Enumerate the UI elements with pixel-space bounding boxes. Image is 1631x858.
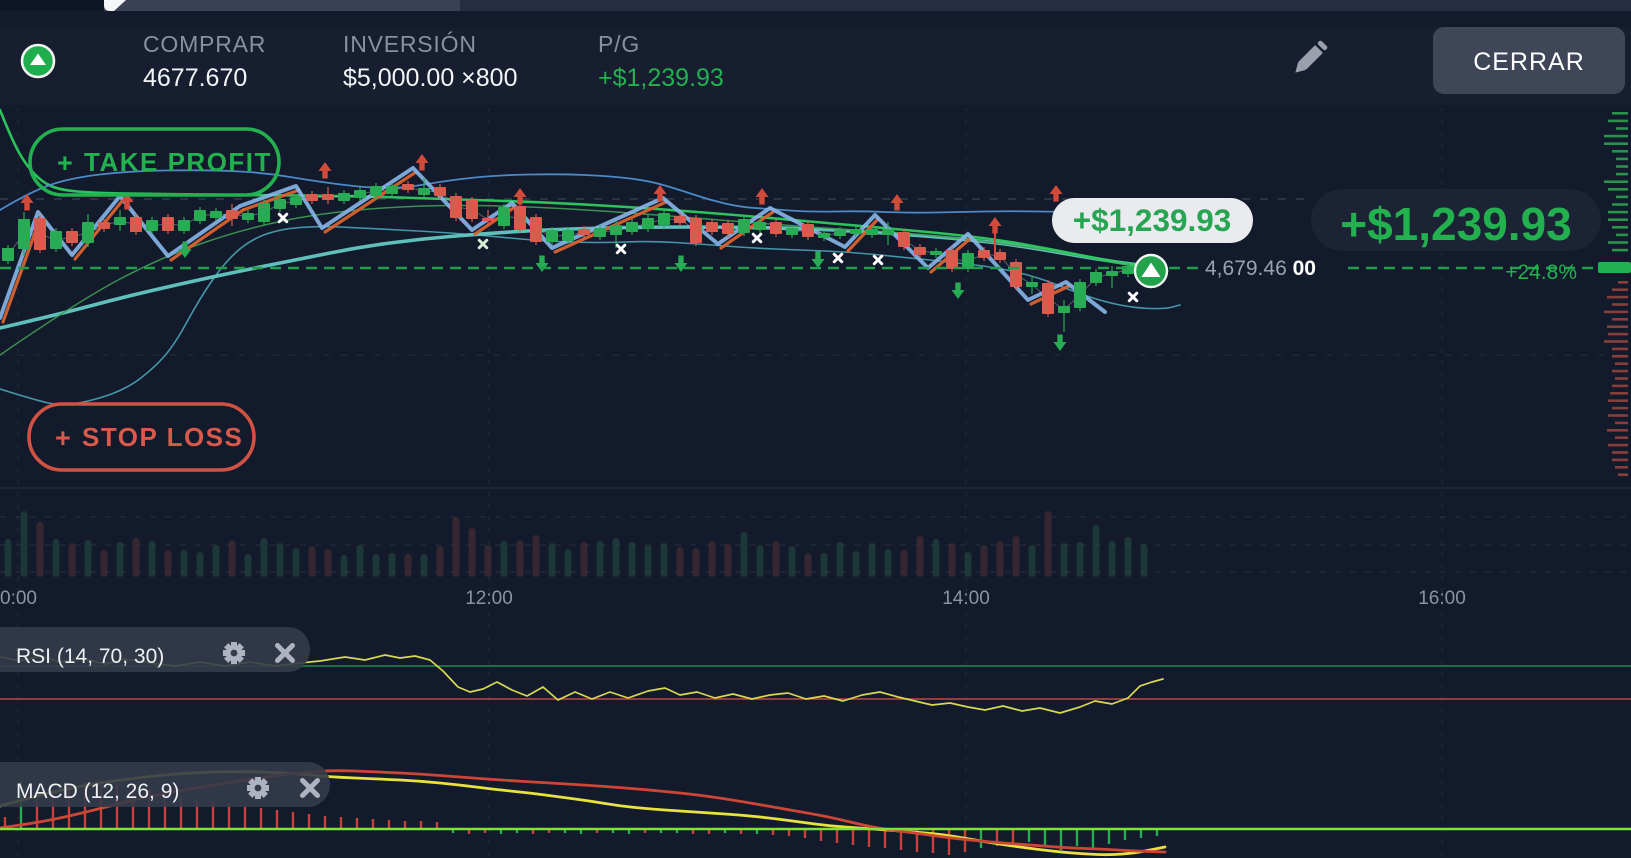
svg-text:RSI (14, 70, 30): RSI (14, 70, 30) xyxy=(16,645,164,668)
svg-text:CERRAR: CERRAR xyxy=(1473,48,1585,76)
svg-text:4677.670: 4677.670 xyxy=(143,64,247,92)
svg-text:P/G: P/G xyxy=(598,31,640,57)
svg-text:MACD (12, 26, 9): MACD (12, 26, 9) xyxy=(16,780,179,803)
svg-text:16:00: 16:00 xyxy=(1418,588,1466,609)
svg-text:STOP LOSS: STOP LOSS xyxy=(82,422,243,452)
svg-text:+$1,239.93: +$1,239.93 xyxy=(598,64,724,92)
svg-text:TAKE PROFIT: TAKE PROFIT xyxy=(84,147,272,177)
svg-text:+: + xyxy=(57,148,73,178)
svg-text:+$1,239.93: +$1,239.93 xyxy=(1073,202,1232,238)
svg-text:+$1,239.93: +$1,239.93 xyxy=(1340,198,1572,250)
svg-text:4,679.46 00: 4,679.46 00 xyxy=(1205,257,1316,280)
svg-text:+24.8%: +24.8% xyxy=(1505,261,1577,284)
svg-text:12:00: 12:00 xyxy=(465,588,513,609)
svg-text:COMPRAR: COMPRAR xyxy=(143,31,266,57)
svg-text:$5,000.00 ×800: $5,000.00 ×800 xyxy=(343,64,517,92)
svg-text:+: + xyxy=(55,423,71,453)
svg-text:14:00: 14:00 xyxy=(942,588,990,609)
svg-text:0:00: 0:00 xyxy=(0,588,37,609)
svg-text:INVERSIÓN: INVERSIÓN xyxy=(343,31,477,57)
